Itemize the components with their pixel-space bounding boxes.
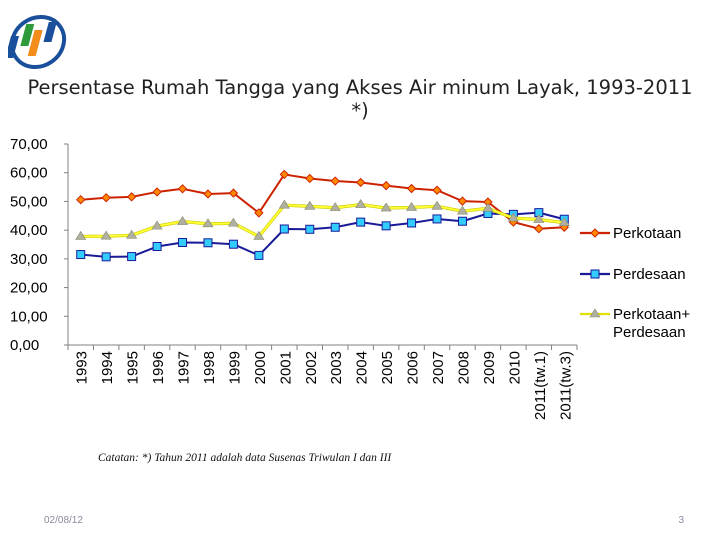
x-tick-label: 2006 [405, 351, 422, 384]
x-tick-label: 2003 [328, 351, 345, 384]
data-point [151, 220, 163, 230]
x-tick-label: 2011(tw.1) [532, 351, 549, 420]
x-tick-label: 1994 [99, 351, 116, 384]
data-point [456, 205, 469, 215]
slide-title-line2: *) [351, 99, 369, 122]
data-point [177, 184, 188, 194]
data-point [152, 187, 162, 197]
data-point [126, 192, 137, 202]
data-point [558, 217, 570, 226]
data-point [278, 199, 290, 209]
data-point [304, 200, 316, 210]
y-tick-label: 30,00 [10, 251, 48, 268]
x-tick-label: 2008 [455, 351, 472, 384]
data-point [126, 229, 138, 239]
data-point [127, 252, 137, 262]
data-point [178, 237, 188, 247]
y-tick-label: 0,00 [10, 337, 39, 354]
y-tick-label: 20,00 [10, 280, 48, 297]
x-tick-label: 2004 [354, 351, 371, 384]
x-tick-label: 2007 [430, 351, 447, 384]
x-tick-label: 1997 [176, 351, 193, 384]
x-tick-label: 2011(tw.3) [557, 351, 574, 420]
x-tick-label: 1998 [201, 351, 218, 384]
data-point [152, 242, 162, 252]
legend-marker [590, 228, 600, 238]
data-point [305, 173, 315, 184]
legend-marker [589, 308, 601, 318]
data-point [100, 230, 112, 240]
data-point [356, 217, 366, 227]
data-point [279, 224, 289, 234]
data-point [330, 222, 340, 232]
data-point [507, 212, 519, 222]
data-point [228, 188, 239, 198]
y-tick-label: 40,00 [10, 222, 48, 239]
x-tick-label: 2001 [277, 351, 294, 384]
data-point [101, 252, 111, 262]
data-point [279, 169, 290, 180]
data-point [75, 230, 87, 240]
data-point [432, 214, 442, 224]
legend-label: Perkotaan [613, 225, 681, 242]
data-point [431, 200, 443, 210]
x-tick-label: 2009 [481, 351, 498, 384]
data-point [457, 196, 468, 206]
data-point [355, 177, 366, 188]
data-point [227, 217, 239, 227]
x-tick-label: 2000 [252, 351, 269, 384]
series-line-3 [80, 203, 565, 238]
legend-label: Perdesaan [613, 266, 686, 283]
legend-label: Perkotaan+ Perdesaan [613, 306, 690, 341]
line-chart: 0,00 10,00 20,00 30,00 40,00 50,00 60,00 70,00 1… [10, 136, 690, 420]
x-tick-label: 2010 [506, 351, 523, 384]
data-point [203, 238, 213, 248]
data-point [534, 224, 544, 234]
data-point [381, 180, 391, 191]
x-tick-label: 2005 [379, 351, 396, 384]
x-tick-label: 1993 [74, 351, 91, 384]
page-number: 3 [678, 515, 684, 526]
data-point [407, 218, 417, 228]
y-tick-label: 60,00 [10, 165, 48, 182]
y-tick-label: 10,00 [10, 308, 48, 325]
data-point [202, 218, 214, 228]
data-point [432, 185, 442, 195]
data-point [457, 216, 467, 226]
slide-title: Persentase Rumah Tangga yang Akses Air m… [10, 76, 710, 122]
x-tick-label: 1996 [150, 351, 167, 384]
data-point [203, 189, 213, 199]
data-point [176, 215, 189, 225]
data-point [329, 202, 341, 212]
data-point [533, 213, 545, 223]
data-point [482, 202, 494, 212]
data-point [406, 183, 417, 194]
y-tick-label: 70,00 [10, 136, 48, 153]
x-tick-label: 2002 [303, 351, 320, 384]
bps-logo-icon [8, 14, 67, 70]
y-tick-label: 50,00 [10, 193, 48, 210]
data-point [406, 201, 418, 211]
slide-title-line1: Persentase Rumah Tangga yang Akses Air m… [27, 76, 693, 99]
data-point [381, 221, 391, 231]
slide-date: 02/08/12 [44, 515, 83, 526]
data-point [101, 192, 111, 203]
data-point [330, 176, 340, 186]
data-point [253, 230, 265, 240]
x-tick-label: 1995 [125, 351, 142, 384]
data-point [76, 250, 86, 260]
data-point [380, 202, 392, 212]
x-tick-label: 1999 [226, 351, 243, 384]
data-point [254, 250, 264, 260]
data-point [228, 239, 238, 249]
data-point [355, 199, 367, 208]
data-point [305, 224, 315, 234]
legend-marker [590, 269, 600, 279]
data-point [254, 208, 264, 218]
data-point [76, 194, 86, 205]
footnote: Catatan: *) Tahun 2011 adalah data Susen… [98, 452, 392, 464]
